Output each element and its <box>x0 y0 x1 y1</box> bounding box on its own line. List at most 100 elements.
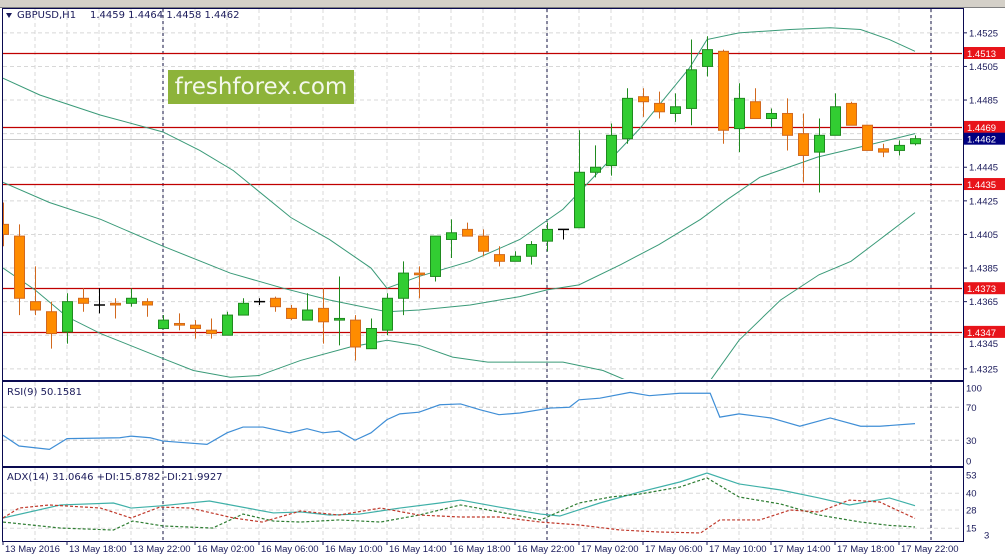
price-tick-label: 1.4405 <box>969 230 998 241</box>
price-tick-label: 1.4445 <box>969 163 998 174</box>
adx-tick-label: 53 <box>966 471 977 482</box>
adx-tick-label: 15 <box>966 524 977 535</box>
plus-di-line <box>3 477 916 531</box>
candle <box>14 224 25 316</box>
price-tick-label: 1.4485 <box>969 96 998 107</box>
candle-body <box>126 297 137 304</box>
candle <box>174 313 185 331</box>
candle <box>542 222 553 252</box>
candle-body <box>190 324 201 330</box>
candle-body <box>222 314 233 336</box>
candle-body <box>14 235 25 299</box>
time-tick-label: 17 May 22:00 <box>901 544 959 555</box>
candle-body <box>158 319 169 330</box>
time-tick-label: 17 May 06:00 <box>645 544 703 555</box>
candle <box>638 88 649 117</box>
candle <box>846 101 857 126</box>
candle <box>158 315 169 330</box>
rsi-tick-label: 100 <box>966 384 982 395</box>
level-price-tag-label: 1.4373 <box>967 284 996 295</box>
candle <box>398 261 409 316</box>
candle <box>222 311 233 336</box>
candle <box>782 98 793 151</box>
candle <box>494 246 505 267</box>
candle <box>686 39 697 126</box>
candle-body <box>862 124 873 151</box>
candle <box>654 91 665 119</box>
panel-border <box>2 467 964 542</box>
candle-body <box>430 235 441 277</box>
candle <box>206 318 217 339</box>
time-tick-label: 16 May 18:00 <box>453 544 511 555</box>
chart-header: GBPUSD,H1 1.4459 1.4464 1.4458 1.4462 RS… <box>6 10 240 483</box>
panel-border <box>2 381 964 467</box>
price-tick-label: 1.4345 <box>969 339 998 350</box>
bollinger-bands <box>3 27 916 379</box>
adx-tick-label: 40 <box>966 489 977 500</box>
candle <box>830 93 841 136</box>
level-price-tag-label: 1.4469 <box>967 123 996 134</box>
candle-body <box>734 97 745 130</box>
candle <box>254 298 265 305</box>
candle-body <box>30 301 41 311</box>
axis-labels: 1.4525 1.4505 1.4485 1.4445 1.4425 1.4405 1.43… <box>2 28 998 555</box>
candle-body <box>462 228 473 237</box>
candle-body <box>174 322 185 326</box>
candle-body <box>78 297 89 304</box>
price-tick-label: 1.4525 <box>969 28 998 39</box>
candle <box>878 143 889 158</box>
candle-body <box>398 272 409 299</box>
candle <box>814 118 825 193</box>
candle-body <box>686 69 697 109</box>
candle <box>606 123 617 176</box>
price-tick-label: 1.4425 <box>969 196 998 207</box>
candle <box>286 305 297 321</box>
candle <box>510 251 521 262</box>
bollinger-upper-band <box>3 27 916 289</box>
candle-body <box>782 112 793 136</box>
price-tick-label: 1.4385 <box>969 264 998 275</box>
candle <box>126 288 137 307</box>
candle <box>734 83 745 153</box>
candle-body <box>638 96 649 103</box>
adx-panel <box>3 472 916 534</box>
candle-body <box>62 301 73 333</box>
time-tick-label: 16 May 10:00 <box>325 544 383 555</box>
candle-body <box>286 307 297 319</box>
candle <box>862 124 873 151</box>
candle-body <box>494 254 505 262</box>
time-tick-label: 17 May 02:00 <box>581 544 639 555</box>
candle <box>238 298 249 316</box>
candle <box>78 288 89 312</box>
price-tick-label: 1.4325 <box>969 364 998 375</box>
candle-body <box>654 102 665 113</box>
adx-tick-label: 28 <box>966 506 977 517</box>
time-tick-label: 16 May 14:00 <box>389 544 447 555</box>
candle-body <box>478 235 489 252</box>
level-price-tag <box>964 178 1005 191</box>
candle-body <box>670 106 681 114</box>
rsi-label: RSI(9) 50.1581 <box>7 387 82 398</box>
candle <box>302 293 313 321</box>
time-tick-label: 17 May 18:00 <box>837 544 895 555</box>
time-tick-label: 16 May 02:00 <box>197 544 255 555</box>
candle-body <box>622 97 633 140</box>
candle <box>30 266 41 316</box>
price-tick-label: 1.4505 <box>969 62 998 73</box>
rsi-panel <box>3 391 916 450</box>
time-tick-label: 17 May 14:00 <box>773 544 831 555</box>
candle-body <box>574 171 585 229</box>
collapse-triangle-icon[interactable] <box>6 13 12 18</box>
candle <box>574 130 585 229</box>
candle-body <box>302 309 313 321</box>
candle-body <box>382 297 393 331</box>
price-tick-label: 1.4365 <box>969 297 998 308</box>
adx-line <box>3 472 916 519</box>
candle-body <box>894 144 905 151</box>
rsi-tick-label: 30 <box>966 436 977 447</box>
freshforex-watermark: freshforex.com <box>168 70 354 104</box>
level-price-tag <box>964 325 1005 338</box>
candle-body <box>270 297 281 308</box>
candle <box>46 301 57 349</box>
